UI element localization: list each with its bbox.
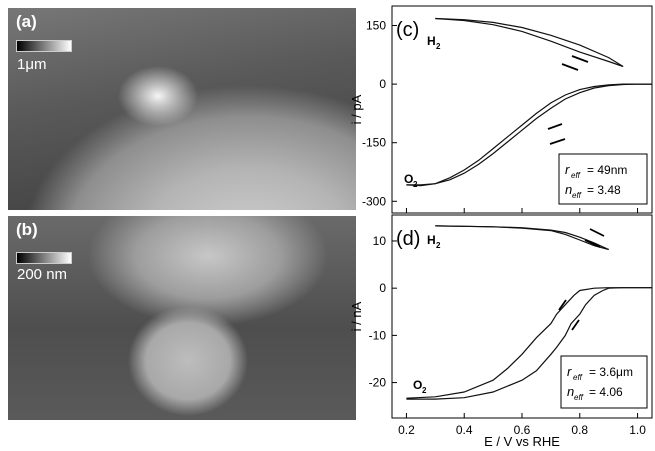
- scan-arrow-1-0: [590, 229, 604, 236]
- series-line-0-1: [435, 19, 623, 67]
- scan-arrow-0-0: [572, 56, 588, 62]
- scan-arrow-0-1: [562, 64, 578, 70]
- y-axis-label-1: i / nA: [349, 301, 364, 331]
- y-tick-label-0-0: 150: [366, 19, 386, 33]
- y-axis-label-0: i / pA: [349, 94, 364, 124]
- y-tick-label-0-2: -150: [362, 136, 386, 150]
- o2-label-1: O: [413, 378, 422, 392]
- y-tick-label-1-1: 0: [379, 281, 386, 295]
- x-axis-label: E / V vs RHE: [484, 434, 560, 449]
- series-line-1-0: [435, 226, 608, 250]
- legend-n-value-0: = 3.48: [587, 183, 621, 197]
- y-tick-label-0-3: -300: [362, 194, 386, 208]
- legend-n-sub-1: eff: [574, 393, 584, 402]
- legend-r-sub-0: eff: [571, 171, 581, 180]
- h2-label-0: H: [427, 34, 436, 48]
- scan-arrow-0-3: [550, 139, 565, 144]
- y-tick-label-0-1: 0: [379, 77, 386, 91]
- o2-subscript-0: 2: [413, 180, 418, 189]
- series-line-0-0: [435, 19, 623, 67]
- legend-r-value-0: = 49nm: [587, 163, 627, 177]
- o2-subscript-1: 2: [422, 386, 427, 395]
- panel-label-d: (d): [396, 228, 420, 250]
- h2-subscript-0: 2: [436, 42, 441, 51]
- scan-arrow-0-2: [548, 124, 562, 129]
- h2-subscript-1: 2: [436, 241, 441, 250]
- x-tick-label-3: 0.8: [571, 423, 588, 437]
- panel-label-c: (c): [396, 19, 419, 41]
- y-tick-label-1-0: 10: [373, 234, 387, 248]
- o2-label-0: O: [404, 172, 413, 186]
- y-tick-label-1-3: -20: [369, 376, 387, 390]
- y-tick-label-1-2: -10: [369, 328, 387, 342]
- legend-r-0: r: [565, 162, 570, 177]
- x-tick-label-1: 0.4: [456, 423, 473, 437]
- legend-n-sub-0: eff: [572, 191, 582, 200]
- x-tick-label-4: 1.0: [629, 423, 646, 437]
- legend-n-value-1: = 4.06: [589, 385, 623, 399]
- h2-label-1: H: [427, 233, 436, 247]
- legend-r-sub-1: eff: [573, 373, 583, 382]
- x-tick-label-0: 0.2: [398, 423, 415, 437]
- legend-r-value-1: = 3.6μm: [589, 365, 633, 379]
- legend-r-1: r: [567, 364, 572, 379]
